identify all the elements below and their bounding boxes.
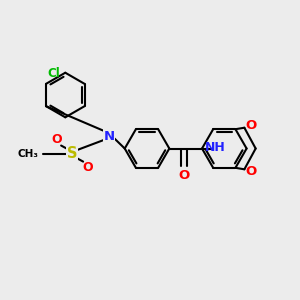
Text: NH: NH xyxy=(204,140,225,154)
Text: O: O xyxy=(246,119,257,132)
Text: O: O xyxy=(246,165,257,178)
Text: CH₃: CH₃ xyxy=(17,148,38,159)
Text: N: N xyxy=(103,130,115,143)
Text: O: O xyxy=(178,169,190,182)
Text: O: O xyxy=(82,161,93,174)
Text: Cl: Cl xyxy=(47,67,60,80)
Text: O: O xyxy=(51,133,62,146)
Text: S: S xyxy=(67,146,77,161)
